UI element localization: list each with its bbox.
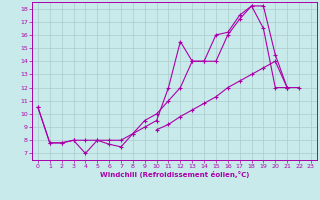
X-axis label: Windchill (Refroidissement éolien,°C): Windchill (Refroidissement éolien,°C): [100, 171, 249, 178]
